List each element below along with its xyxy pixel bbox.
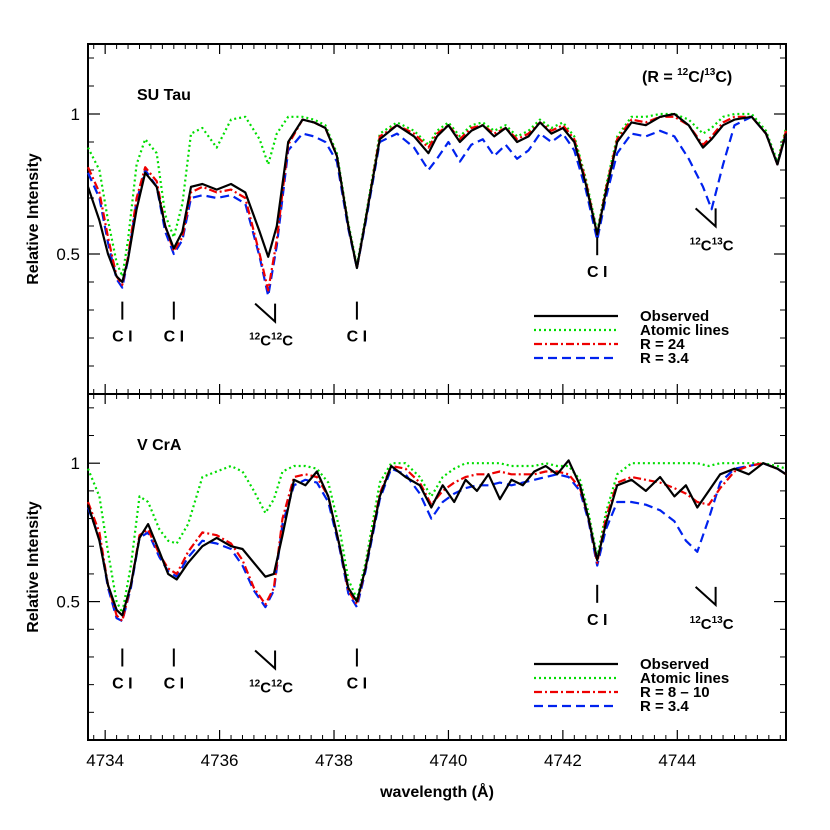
ci-label: C I <box>347 329 367 346</box>
legend-label-r_lo: R = 3.4 <box>640 350 689 367</box>
legend-label-r_lo: R = 3.4 <box>640 698 689 715</box>
molecule-label-el: C <box>723 616 734 633</box>
x-axis-label: wavelength (Å) <box>379 782 494 801</box>
molecule-label-sup: 12 <box>690 615 702 626</box>
series-r_lo-line <box>86 115 788 298</box>
molecule-marker <box>254 302 277 324</box>
molecule-label-el: C <box>260 679 271 696</box>
x-tick-labels: 4734 4736 4738 4740 4742 4744 <box>86 751 696 770</box>
series-atomic-line <box>86 462 787 614</box>
ci-label: C I <box>164 675 184 692</box>
molecule-label-el: C <box>723 237 734 254</box>
molecule-marker <box>694 207 717 229</box>
molecule-label-sup: 12 <box>249 332 261 343</box>
molecule-label-el: C <box>282 679 293 696</box>
x-tick-label: 4738 <box>315 751 353 770</box>
star-label: V CrA <box>137 437 182 454</box>
ratio-el-a: C/ <box>688 69 705 86</box>
legend-label-observed: Observed <box>640 656 709 673</box>
x-axis-unit: Å <box>477 782 489 801</box>
molecule-label-sup: 13 <box>712 615 724 626</box>
molecule-label: 12C12C <box>249 332 293 350</box>
x-tick-label: 4736 <box>201 751 239 770</box>
y-tick-label: 0.5 <box>56 593 80 612</box>
spectrum-curves <box>86 459 787 623</box>
series-observed-line <box>86 459 787 617</box>
molecule-label-sup: 13 <box>712 236 724 247</box>
x-axis-label-text: wavelength ( <box>379 784 478 801</box>
molecule-label: 12C13C <box>690 615 734 633</box>
molecule-marker <box>254 649 277 671</box>
y-axis-label: Relative Intensity <box>25 501 42 633</box>
molecule-label-el: C <box>260 333 271 350</box>
ci-label: C I <box>587 264 607 281</box>
molecule-label: 12C13C <box>690 236 734 254</box>
molecule-label-sup: 12 <box>249 678 261 689</box>
legend-label-atomic: Atomic lines <box>640 322 729 339</box>
ratio-prefix: (R = <box>642 69 677 86</box>
molecule-label-sup: 12 <box>690 236 702 247</box>
legend-label-r_hi: R = 24 <box>640 336 685 353</box>
ci-label: C I <box>347 675 367 692</box>
molecule-label-el: C <box>701 237 712 254</box>
x-axis-label-close: ) <box>489 784 494 801</box>
ci-label: C I <box>164 329 184 346</box>
molecule-label-sup: 12 <box>271 332 283 343</box>
molecule-marker <box>694 586 717 608</box>
ratio-sup-b: 13 <box>704 67 716 78</box>
x-tick-label: 4740 <box>430 751 468 770</box>
molecule-label: 12C12C <box>249 678 293 696</box>
x-tick-label: 4742 <box>544 751 582 770</box>
star-label: SU Tau <box>137 87 191 104</box>
ratio-sup-a: 12 <box>677 67 689 78</box>
isotope-ratio-note: (R = 12C/13C) <box>642 67 732 86</box>
molecule-label-el: C <box>701 616 712 633</box>
tick-marks: 0.51 <box>56 394 786 740</box>
x-tick-label: 4734 <box>86 751 124 770</box>
y-axis-label: Relative Intensity <box>25 153 42 285</box>
y-tick-label: 1 <box>71 454 80 473</box>
legend-label-observed: Observed <box>640 308 709 325</box>
molecule-label-el: C <box>282 333 293 350</box>
ci-label: C I <box>587 612 607 629</box>
series-observed-line <box>86 112 788 284</box>
ci-label: C I <box>112 675 132 692</box>
molecule-label-sup: 12 <box>271 678 283 689</box>
legend-label-r_hi: R = 8 – 10 <box>640 684 710 701</box>
ratio-el-b: C) <box>715 69 732 86</box>
y-tick-label: 1 <box>71 105 80 124</box>
x-tick-label: 4744 <box>658 751 696 770</box>
series-r_hi-line <box>86 115 788 292</box>
ci-label: C I <box>112 329 132 346</box>
spectrum-curves <box>86 112 788 298</box>
legend-label-atomic: Atomic lines <box>640 670 729 687</box>
y-tick-label: 0.5 <box>56 245 80 264</box>
